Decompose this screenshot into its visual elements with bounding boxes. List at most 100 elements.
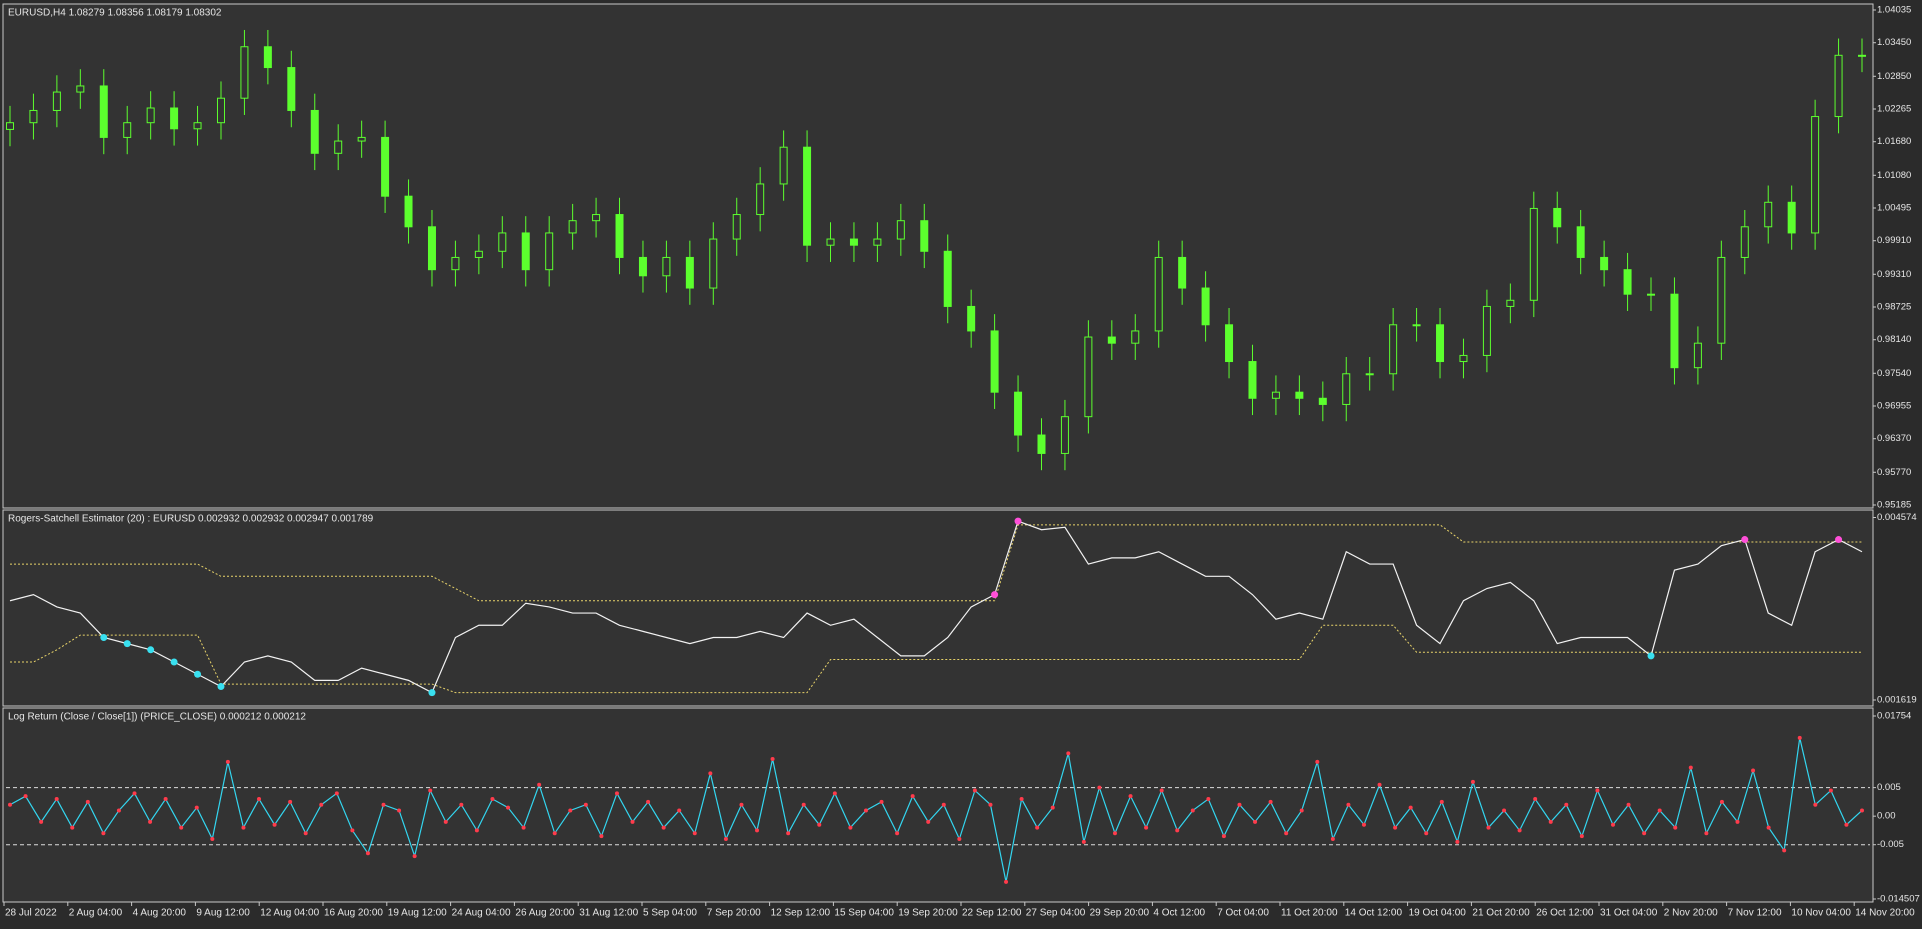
point-marker xyxy=(217,683,225,691)
point-marker xyxy=(1610,822,1615,827)
candle-body xyxy=(1553,207,1562,228)
point-marker xyxy=(101,831,106,836)
candle-body xyxy=(240,46,249,99)
x-tick-label: 19 Sep 20:00 xyxy=(898,908,958,919)
candle-body xyxy=(849,238,858,246)
point-marker xyxy=(397,808,402,813)
point-marker xyxy=(1112,831,1117,836)
x-tick-label: 29 Sep 20:00 xyxy=(1090,908,1150,919)
point-marker xyxy=(817,822,822,827)
series-line xyxy=(9,737,1863,882)
candle-body xyxy=(1037,434,1046,454)
point-marker xyxy=(1159,788,1164,793)
x-tick-label: 15 Sep 04:00 xyxy=(834,908,894,919)
candle-body xyxy=(1131,330,1140,344)
point-marker xyxy=(1014,517,1022,525)
candle-body xyxy=(381,136,390,197)
y-tick-label: 0.004574 xyxy=(1877,512,1917,523)
point-marker xyxy=(1330,837,1335,842)
point-marker xyxy=(755,828,760,833)
candle-body xyxy=(1811,116,1820,234)
y-tick-label: 1.01080 xyxy=(1877,170,1911,181)
point-marker xyxy=(739,802,744,807)
point-marker xyxy=(568,808,573,813)
x-tick-label: 2 Nov 20:00 xyxy=(1664,908,1718,919)
point-marker xyxy=(1835,536,1843,544)
point-marker xyxy=(1455,839,1460,844)
candle-body xyxy=(568,220,577,234)
point-marker xyxy=(1361,822,1366,827)
point-marker xyxy=(957,837,962,842)
point-marker xyxy=(1175,828,1180,833)
point-marker xyxy=(241,825,246,830)
y-tick-label: 0.97540 xyxy=(1877,368,1911,379)
x-tick-label: 14 Nov 20:00 xyxy=(1855,908,1915,919)
candle-body xyxy=(216,97,225,124)
point-marker xyxy=(1673,825,1678,830)
candle-body xyxy=(709,238,718,289)
candle-body xyxy=(779,146,788,185)
point-marker xyxy=(194,670,202,678)
candle-body xyxy=(1365,373,1374,376)
point-marker xyxy=(1704,831,1709,836)
point-marker xyxy=(1647,652,1655,660)
x-tick-label: 16 Aug 20:00 xyxy=(324,908,383,919)
y-tick-label: 0.99310 xyxy=(1877,269,1911,280)
point-marker xyxy=(599,834,604,839)
point-marker xyxy=(537,782,542,787)
point-marker xyxy=(428,689,436,697)
point-marker xyxy=(1346,802,1351,807)
candle-body xyxy=(1623,269,1632,295)
candle-body xyxy=(404,195,413,228)
candle-body xyxy=(1107,336,1116,344)
candle-body xyxy=(123,122,132,138)
point-marker xyxy=(1268,799,1273,804)
point-marker xyxy=(646,799,651,804)
x-tick-label: 7 Nov 12:00 xyxy=(1728,908,1782,919)
point-marker xyxy=(1299,808,1304,813)
point-marker xyxy=(1081,839,1086,844)
x-tick-label: 27 Sep 04:00 xyxy=(1026,908,1086,919)
candle-body xyxy=(29,109,38,124)
point-marker xyxy=(1144,825,1149,830)
point-marker xyxy=(991,591,999,599)
candle-body xyxy=(1225,324,1234,363)
point-marker xyxy=(1517,828,1522,833)
point-marker xyxy=(1813,802,1818,807)
candle-body xyxy=(1717,256,1726,344)
candle-body xyxy=(662,256,671,277)
point-marker xyxy=(1004,879,1009,884)
upper-band xyxy=(10,524,1862,602)
x-tick-label: 9 Aug 12:00 xyxy=(196,908,250,919)
candle-body xyxy=(545,232,554,271)
candle-body xyxy=(1389,324,1398,375)
x-tick-label: 7 Sep 20:00 xyxy=(707,908,761,919)
point-marker xyxy=(583,802,588,807)
point-marker xyxy=(1439,799,1444,804)
point-marker xyxy=(1393,825,1398,830)
y-tick-label: 1.02265 xyxy=(1877,104,1911,115)
panel-title: Rogers-Satchell Estimator (20) : EURUSD … xyxy=(8,514,374,525)
point-marker xyxy=(428,788,433,793)
x-tick-label: 22 Sep 12:00 xyxy=(962,908,1022,919)
point-marker xyxy=(1595,788,1600,793)
x-tick-label: 2 Aug 04:00 xyxy=(69,908,123,919)
point-marker xyxy=(895,831,900,836)
point-marker xyxy=(257,797,262,802)
candle-body xyxy=(592,214,601,222)
y-tick-label: 0.98725 xyxy=(1877,302,1911,313)
point-marker xyxy=(1828,788,1833,793)
candle-body xyxy=(1459,354,1468,363)
candle-body xyxy=(1014,391,1023,436)
point-marker xyxy=(8,802,12,807)
candle-body xyxy=(1647,293,1656,296)
point-marker xyxy=(1035,825,1040,830)
x-tick-label: 26 Oct 12:00 xyxy=(1536,908,1594,919)
point-marker xyxy=(210,837,215,842)
point-marker xyxy=(630,819,635,824)
candle-body xyxy=(1740,226,1749,258)
point-marker xyxy=(1751,768,1756,773)
point-marker xyxy=(170,658,178,666)
y-tick-label: 0.00 xyxy=(1877,811,1896,822)
